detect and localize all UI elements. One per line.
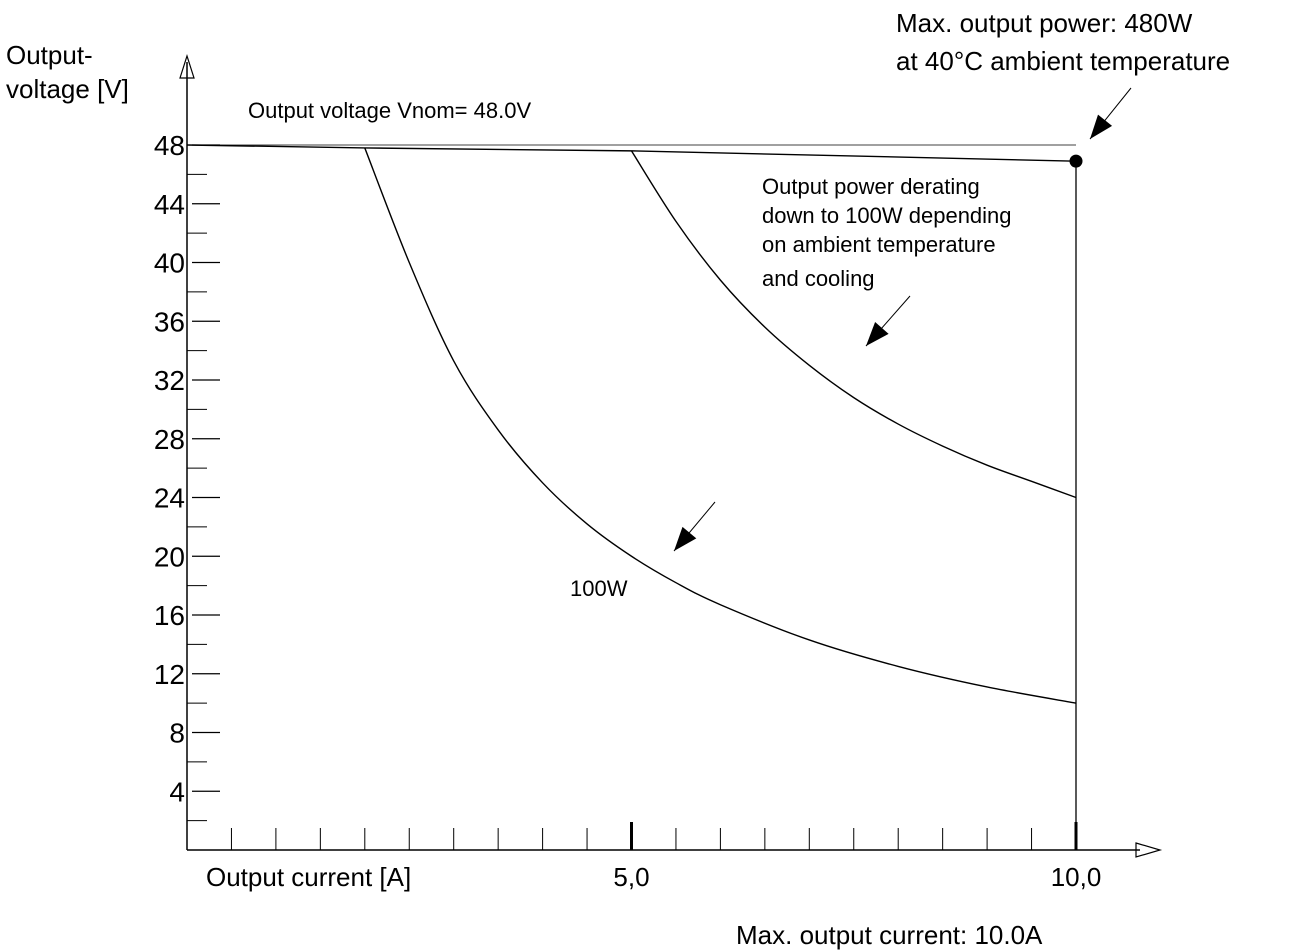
max-current-annotation: Max. output current: 10.0A bbox=[736, 920, 1043, 950]
label-100w: 100W bbox=[570, 576, 628, 601]
y-tick-label: 32 bbox=[154, 365, 185, 396]
derating-annotation-line3: on ambient temperature bbox=[762, 232, 996, 257]
y-tick-label: 8 bbox=[169, 718, 185, 749]
derating-annotation-line1: Output power derating bbox=[762, 174, 980, 199]
derating-annotation-line2: down to 100W depending bbox=[762, 203, 1012, 228]
x-tick-label: 10,0 bbox=[1051, 862, 1102, 892]
series bbox=[187, 145, 1083, 703]
derating-arrow-head-icon bbox=[866, 322, 889, 346]
x-axis-label: Output current [A] bbox=[206, 862, 411, 892]
y-tick-label: 20 bbox=[154, 541, 185, 572]
y-tick-label: 48 bbox=[154, 130, 185, 161]
y-tick-label: 40 bbox=[154, 248, 185, 279]
y-axis-label-line1: Output- bbox=[6, 40, 93, 70]
vnom-annotation: Output voltage Vnom= 48.0V bbox=[248, 98, 531, 123]
axes bbox=[180, 56, 1160, 857]
y-axis-label-line2: voltage [V] bbox=[6, 74, 129, 104]
x-tick-label: 5,0 bbox=[613, 862, 649, 892]
y-tick-label: 12 bbox=[154, 659, 185, 690]
series-line-2 bbox=[187, 145, 1076, 161]
y-tick-label: 36 bbox=[154, 306, 185, 337]
derating-annotation-line4: and cooling bbox=[762, 266, 875, 291]
max-power-point bbox=[1070, 155, 1083, 168]
y-tick-label: 24 bbox=[154, 483, 185, 514]
y-tick-label: 4 bbox=[169, 776, 185, 807]
max-power-arrow-head-icon bbox=[1090, 115, 1112, 139]
y-tick-label: 16 bbox=[154, 600, 185, 631]
max-power-annotation-line1: Max. output power: 480W bbox=[896, 8, 1193, 38]
max-power-annotation-line2: at 40°C ambient temperature bbox=[896, 46, 1230, 76]
y-tick-label: 28 bbox=[154, 424, 185, 455]
y-tick-label: 44 bbox=[154, 189, 185, 220]
label-100w-arrow-head-icon bbox=[674, 527, 696, 551]
